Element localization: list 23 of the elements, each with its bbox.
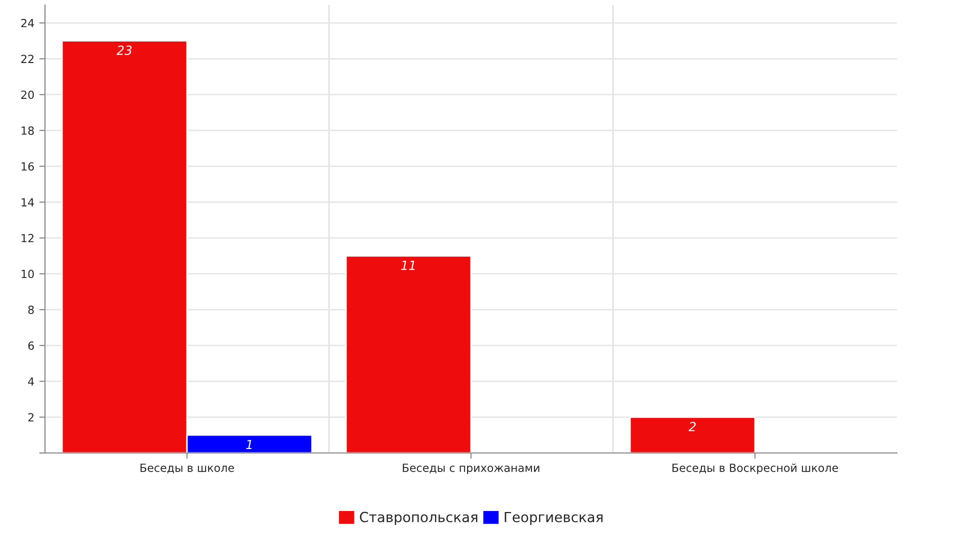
- legend-label: Ставропольская: [360, 512, 478, 525]
- y-tick-label: 6: [28, 341, 34, 350]
- y-tick-label: 2: [28, 413, 34, 422]
- y-tick-label: 20: [21, 90, 34, 99]
- y-tick-label: 8: [28, 306, 34, 314]
- data-label: 2: [688, 422, 696, 432]
- data-label: 1: [246, 440, 252, 450]
- y-tick-label: 24: [21, 18, 34, 28]
- y-tick-label: 10: [22, 270, 34, 278]
- y-tick-label: 18: [22, 126, 34, 135]
- legend-label: Георгиевская: [504, 512, 603, 525]
- y-tick-label: 14: [22, 198, 34, 206]
- x-tick-label: Беседы в Воскресной школе: [672, 463, 838, 474]
- data-label: 11: [401, 260, 415, 270]
- bar: [345, 255, 472, 453]
- y-tick-label: 22: [21, 54, 34, 63]
- y-tick-label: 12: [22, 234, 34, 242]
- bar: [629, 416, 756, 453]
- x-tick-label: Беседы в школе: [140, 464, 234, 474]
- x-tick-label: Беседы с прихожанами: [402, 464, 540, 474]
- y-tick-label: 4: [28, 377, 34, 386]
- data-label: 23: [116, 46, 132, 55]
- y-tick-label: 16: [22, 162, 34, 171]
